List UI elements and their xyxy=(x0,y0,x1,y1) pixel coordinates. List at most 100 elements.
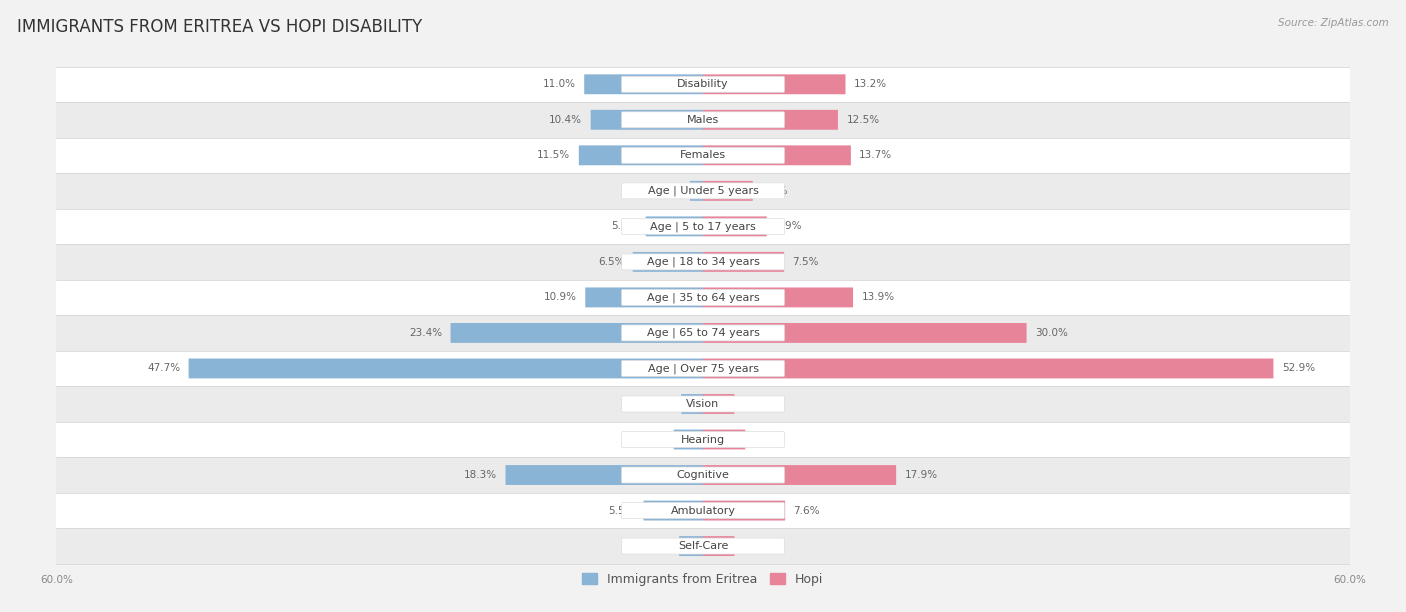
Text: Vision: Vision xyxy=(686,399,720,409)
Text: 52.9%: 52.9% xyxy=(1282,364,1315,373)
FancyBboxPatch shape xyxy=(703,430,745,449)
FancyBboxPatch shape xyxy=(679,536,703,556)
Text: 12.5%: 12.5% xyxy=(846,115,880,125)
FancyBboxPatch shape xyxy=(56,67,1350,102)
Legend: Immigrants from Eritrea, Hopi: Immigrants from Eritrea, Hopi xyxy=(578,568,828,591)
FancyBboxPatch shape xyxy=(506,465,703,485)
Text: 7.5%: 7.5% xyxy=(793,257,818,267)
FancyBboxPatch shape xyxy=(703,110,838,130)
FancyBboxPatch shape xyxy=(621,147,785,163)
FancyBboxPatch shape xyxy=(621,254,785,270)
Text: 10.9%: 10.9% xyxy=(544,293,576,302)
FancyBboxPatch shape xyxy=(703,465,896,485)
Text: Females: Females xyxy=(681,151,725,160)
Text: 3.9%: 3.9% xyxy=(754,435,780,444)
Text: 18.3%: 18.3% xyxy=(464,470,498,480)
Text: Hearing: Hearing xyxy=(681,435,725,444)
FancyBboxPatch shape xyxy=(56,173,1350,209)
Text: Age | Over 75 years: Age | Over 75 years xyxy=(648,363,758,374)
FancyBboxPatch shape xyxy=(703,288,853,307)
Text: 5.3%: 5.3% xyxy=(610,222,637,231)
Text: 11.0%: 11.0% xyxy=(543,80,576,89)
FancyBboxPatch shape xyxy=(621,112,785,128)
FancyBboxPatch shape xyxy=(682,394,703,414)
Text: 5.5%: 5.5% xyxy=(609,506,636,515)
Text: 2.9%: 2.9% xyxy=(742,541,769,551)
Text: Source: ZipAtlas.com: Source: ZipAtlas.com xyxy=(1278,18,1389,28)
FancyBboxPatch shape xyxy=(56,138,1350,173)
FancyBboxPatch shape xyxy=(703,536,734,556)
FancyBboxPatch shape xyxy=(703,323,1026,343)
Text: 2.0%: 2.0% xyxy=(647,399,673,409)
FancyBboxPatch shape xyxy=(644,501,703,520)
FancyBboxPatch shape xyxy=(645,217,703,236)
FancyBboxPatch shape xyxy=(56,386,1350,422)
FancyBboxPatch shape xyxy=(621,538,785,554)
Text: Age | Under 5 years: Age | Under 5 years xyxy=(648,185,758,196)
Text: Age | 65 to 74 years: Age | 65 to 74 years xyxy=(647,327,759,338)
FancyBboxPatch shape xyxy=(56,102,1350,138)
Text: 23.4%: 23.4% xyxy=(409,328,441,338)
Text: 11.5%: 11.5% xyxy=(537,151,571,160)
FancyBboxPatch shape xyxy=(621,218,785,234)
FancyBboxPatch shape xyxy=(621,502,785,518)
FancyBboxPatch shape xyxy=(673,430,703,449)
Text: 47.7%: 47.7% xyxy=(148,364,180,373)
Text: 2.2%: 2.2% xyxy=(644,541,671,551)
FancyBboxPatch shape xyxy=(188,359,703,378)
FancyBboxPatch shape xyxy=(56,209,1350,244)
FancyBboxPatch shape xyxy=(585,288,703,307)
Text: 10.4%: 10.4% xyxy=(550,115,582,125)
Text: 1.2%: 1.2% xyxy=(655,186,682,196)
FancyBboxPatch shape xyxy=(621,289,785,305)
Text: 13.7%: 13.7% xyxy=(859,151,893,160)
FancyBboxPatch shape xyxy=(450,323,703,343)
Text: Cognitive: Cognitive xyxy=(676,470,730,480)
FancyBboxPatch shape xyxy=(56,422,1350,457)
FancyBboxPatch shape xyxy=(56,457,1350,493)
Text: 4.6%: 4.6% xyxy=(761,186,787,196)
Text: Ambulatory: Ambulatory xyxy=(671,506,735,515)
FancyBboxPatch shape xyxy=(56,493,1350,528)
FancyBboxPatch shape xyxy=(621,360,785,376)
FancyBboxPatch shape xyxy=(703,74,845,94)
FancyBboxPatch shape xyxy=(585,74,703,94)
FancyBboxPatch shape xyxy=(621,467,785,483)
FancyBboxPatch shape xyxy=(703,359,1274,378)
FancyBboxPatch shape xyxy=(621,325,785,341)
FancyBboxPatch shape xyxy=(56,280,1350,315)
Text: Disability: Disability xyxy=(678,80,728,89)
FancyBboxPatch shape xyxy=(703,252,785,272)
FancyBboxPatch shape xyxy=(621,76,785,92)
Text: Age | 18 to 34 years: Age | 18 to 34 years xyxy=(647,256,759,267)
Text: 7.6%: 7.6% xyxy=(793,506,820,515)
Text: IMMIGRANTS FROM ERITREA VS HOPI DISABILITY: IMMIGRANTS FROM ERITREA VS HOPI DISABILI… xyxy=(17,18,422,36)
FancyBboxPatch shape xyxy=(703,217,766,236)
Text: Age | 5 to 17 years: Age | 5 to 17 years xyxy=(650,221,756,231)
Text: Self-Care: Self-Care xyxy=(678,541,728,551)
FancyBboxPatch shape xyxy=(621,431,785,447)
Text: 2.9%: 2.9% xyxy=(742,399,769,409)
FancyBboxPatch shape xyxy=(56,351,1350,386)
FancyBboxPatch shape xyxy=(703,146,851,165)
Text: 13.2%: 13.2% xyxy=(853,80,887,89)
FancyBboxPatch shape xyxy=(703,181,752,201)
FancyBboxPatch shape xyxy=(621,396,785,412)
FancyBboxPatch shape xyxy=(621,183,785,199)
Text: 6.5%: 6.5% xyxy=(598,257,624,267)
Text: 2.7%: 2.7% xyxy=(638,435,665,444)
FancyBboxPatch shape xyxy=(56,528,1350,564)
Text: 30.0%: 30.0% xyxy=(1035,328,1069,338)
FancyBboxPatch shape xyxy=(690,181,703,201)
FancyBboxPatch shape xyxy=(56,244,1350,280)
Text: 5.9%: 5.9% xyxy=(775,222,801,231)
FancyBboxPatch shape xyxy=(579,146,703,165)
FancyBboxPatch shape xyxy=(56,315,1350,351)
Text: Age | 35 to 64 years: Age | 35 to 64 years xyxy=(647,292,759,303)
Text: 13.9%: 13.9% xyxy=(862,293,894,302)
FancyBboxPatch shape xyxy=(703,501,785,520)
Text: 17.9%: 17.9% xyxy=(904,470,938,480)
FancyBboxPatch shape xyxy=(703,394,734,414)
Text: Males: Males xyxy=(688,115,718,125)
FancyBboxPatch shape xyxy=(633,252,703,272)
